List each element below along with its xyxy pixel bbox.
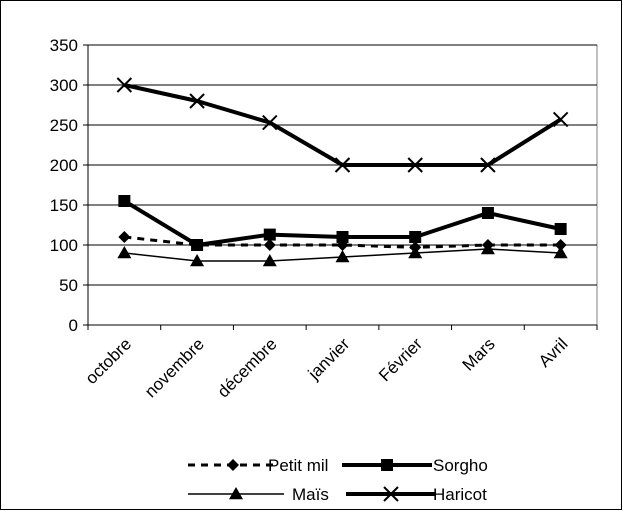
marker-x (407, 157, 423, 173)
marker-triangle (335, 250, 350, 263)
marker-triangle (480, 242, 495, 255)
marker-triangle (229, 487, 243, 500)
marker-square (554, 223, 567, 235)
y-tick-label: 300 (50, 76, 78, 95)
marker-x-stroke (552, 111, 569, 128)
marker-triangle (262, 254, 277, 267)
marker-x (383, 486, 399, 502)
marker-square (263, 228, 276, 241)
marker-x (480, 157, 496, 173)
legend-label: Sorgho (433, 456, 488, 475)
marker-triangle (117, 246, 132, 259)
series-haricot (116, 77, 569, 173)
marker-diamond (118, 231, 131, 243)
marker-square (336, 231, 349, 243)
legend-item: Maïs (188, 485, 329, 504)
y-axis: 0 50 100 150 200 250 300 350 (50, 36, 89, 335)
legend-label: Petit mil (268, 456, 328, 475)
legend-label: Maïs (292, 485, 329, 504)
marker-square (481, 207, 494, 219)
marker-x-stroke (383, 486, 399, 502)
legend-item: Haricot (346, 485, 487, 504)
marker-square (191, 239, 204, 251)
series-group (116, 77, 569, 267)
marker-square (118, 195, 131, 207)
marker-x-stroke (334, 157, 351, 173)
y-tick-label: 250 (50, 116, 78, 135)
marker-triangle (190, 254, 205, 267)
gridlines (88, 44, 597, 286)
marker-x (262, 114, 278, 131)
legend-item: Sorgho (342, 456, 488, 475)
y-tick-label: 350 (50, 36, 78, 55)
marker-diamond (554, 239, 567, 251)
marker-x (116, 77, 133, 93)
legend-label: Haricot (433, 485, 487, 504)
y-tick-label: 200 (50, 156, 78, 175)
marker-diamond (263, 239, 276, 251)
legend-item: Petit mil (188, 456, 328, 475)
y-tick-label: 50 (59, 276, 78, 295)
marker-x (334, 157, 351, 173)
series-sorgho (118, 195, 567, 251)
marker-x-stroke (189, 93, 205, 109)
marker-triangle (553, 246, 568, 259)
legend: Petit mil Sorgho Maïs Haricot (188, 456, 488, 504)
marker-x-stroke (480, 157, 496, 173)
marker-x-stroke (262, 114, 278, 131)
marker-square (381, 459, 393, 471)
marker-x-stroke (407, 157, 423, 173)
marker-x (189, 93, 205, 109)
marker-x (552, 111, 569, 128)
marker-x-stroke (116, 77, 133, 93)
marker-triangle (408, 246, 423, 259)
y-tick-label: 100 (50, 236, 78, 255)
y-tick-label: 0 (69, 316, 78, 335)
marker-diamond (227, 459, 239, 471)
series-maïs (117, 242, 568, 267)
marker-square (409, 231, 422, 243)
plot-area (87, 44, 598, 326)
y-tick-label: 150 (50, 196, 78, 215)
